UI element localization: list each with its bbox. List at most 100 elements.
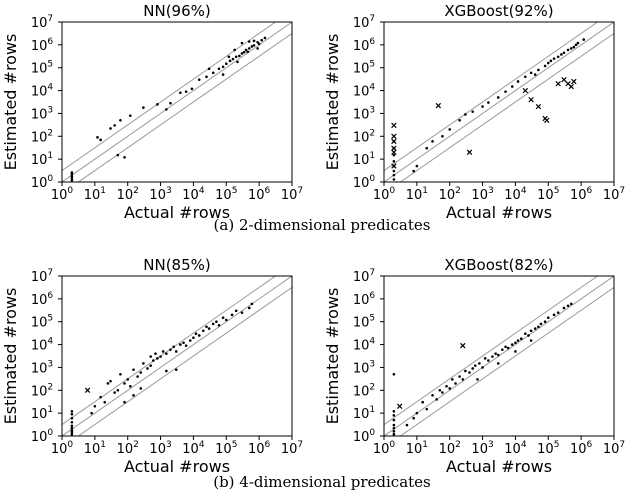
data-point [494, 352, 497, 355]
reference-line-identity [62, 22, 292, 182]
scatter-panel: 1001001011011021021031031041041051051061… [323, 2, 625, 222]
reference-line-bound [77, 33, 292, 182]
data-point [250, 45, 254, 48]
y-tick-exponent: 4 [369, 337, 375, 347]
data-point [392, 414, 396, 417]
data-point [458, 375, 461, 378]
data-point [510, 343, 514, 346]
data-point [211, 322, 215, 326]
data-point [250, 302, 254, 306]
cross-stroke [568, 83, 574, 90]
y-tick-label: 101 [31, 405, 53, 422]
x-tick-exponent: 1 [422, 186, 428, 196]
data-point [179, 91, 182, 95]
data-point [197, 78, 201, 81]
data-point [461, 378, 465, 381]
data-point [441, 134, 444, 138]
data-point [70, 428, 74, 432]
x-axis-label: Actual #rows [124, 457, 230, 476]
scatter-panel: 1001001011011021021031031041041051051061… [323, 256, 625, 476]
data-point [516, 339, 520, 342]
data-point [154, 352, 157, 355]
data-point [566, 304, 570, 308]
data-point [109, 127, 112, 130]
data-point [96, 136, 99, 139]
y-tick-exponent: 3 [47, 105, 53, 115]
data-point [504, 90, 507, 93]
cross-point [555, 80, 561, 87]
reference-line-bound [62, 276, 277, 425]
data-point [392, 418, 396, 422]
data-point [392, 169, 396, 173]
y-tick-label: 106 [353, 37, 376, 54]
x-tick-exponent: 7 [619, 440, 625, 450]
data-point [537, 68, 540, 72]
x-tick-label: 105 [215, 186, 237, 203]
y-tick-exponent: 7 [47, 268, 53, 278]
data-point [392, 373, 396, 376]
cross-stroke [84, 387, 91, 394]
data-point [184, 90, 188, 93]
y-tick-exponent: 6 [47, 37, 53, 47]
x-tick-label: 105 [537, 440, 559, 457]
data-point [543, 64, 547, 68]
x-tick-exponent: 3 [488, 186, 494, 196]
data-point [172, 345, 175, 349]
y-tick-label: 103 [353, 105, 375, 122]
data-point [221, 316, 225, 319]
data-point [174, 350, 178, 353]
data-point [514, 341, 517, 345]
data-point [569, 47, 573, 50]
data-point [161, 350, 165, 353]
x-tick-label: 102 [117, 186, 139, 203]
cross-stroke [571, 78, 577, 85]
data-point [233, 48, 236, 52]
data-point [238, 54, 241, 58]
data-point [576, 41, 580, 45]
x-axis-label: Actual #rows [446, 203, 552, 222]
data-point [501, 348, 504, 351]
caption-4d: (b) 4-dimensional predicates [213, 473, 431, 491]
data-point [519, 337, 523, 341]
data-point [70, 171, 74, 174]
x-tick-label: 103 [149, 186, 171, 203]
data-point [139, 371, 143, 374]
data-point [546, 316, 550, 319]
cross-stroke [460, 342, 466, 349]
data-point [556, 55, 560, 59]
data-point [252, 44, 256, 47]
cross-point [571, 78, 577, 85]
data-point [93, 404, 97, 408]
data-point [136, 375, 139, 378]
data-point [192, 336, 195, 339]
reference-line-bound [77, 287, 292, 436]
data-point [106, 382, 110, 385]
x-tick-label: 100 [51, 186, 74, 203]
cross-point [391, 122, 397, 129]
data-point [533, 327, 537, 330]
y-tick-label: 105 [353, 314, 375, 331]
data-point [221, 73, 225, 76]
data-point [190, 87, 194, 91]
data-point [438, 388, 442, 392]
cross-point [466, 149, 473, 155]
data-point [142, 362, 145, 365]
y-tick-label: 106 [31, 37, 54, 54]
y-tick-exponent: 6 [369, 291, 375, 301]
data-point [70, 416, 74, 420]
data-point [257, 42, 261, 46]
y-tick-label: 102 [353, 128, 375, 145]
data-point [159, 355, 162, 358]
x-tick-exponent: 4 [199, 440, 205, 450]
data-point [543, 320, 547, 324]
y-tick-label: 106 [353, 291, 376, 308]
y-tick-label: 107 [31, 14, 53, 31]
data-point [454, 382, 457, 385]
data-point [392, 423, 396, 427]
data-point [230, 313, 234, 317]
reference-line-identity [62, 276, 292, 436]
data-point [197, 334, 201, 337]
y-tick-label: 107 [353, 268, 375, 285]
x-tick-exponent: 3 [488, 440, 494, 450]
